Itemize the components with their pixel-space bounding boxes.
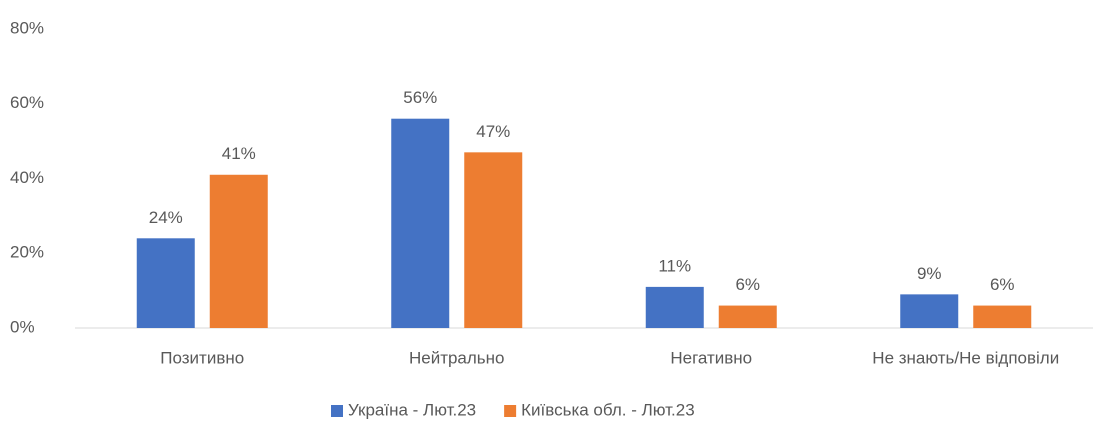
bar [391, 118, 450, 328]
legend-swatch [504, 405, 517, 417]
data-label: 47% [476, 122, 510, 141]
bar [973, 305, 1032, 328]
legend-swatch [331, 405, 343, 417]
x-tick-label: Нейтрально [409, 348, 505, 367]
data-label: 41% [222, 144, 256, 163]
legend-label: Київська обл. - Лют.23 [521, 400, 695, 419]
bar [464, 152, 523, 328]
bar [136, 238, 195, 328]
data-label: 6% [735, 275, 760, 294]
data-label: 24% [149, 208, 183, 227]
x-tick-label: Негативно [670, 348, 752, 367]
x-tick-label: Не знають/Не відповіли [872, 348, 1059, 367]
data-label: 6% [990, 275, 1015, 294]
bar [900, 294, 959, 328]
data-label: 9% [917, 264, 942, 283]
bar [645, 286, 704, 328]
bar [718, 305, 777, 328]
y-tick-label: 20% [10, 243, 44, 262]
data-label: 56% [403, 88, 437, 107]
y-tick-label: 80% [10, 18, 44, 37]
data-label: 11% [658, 256, 691, 275]
bar [209, 174, 268, 328]
x-tick-label: Позитивно [160, 348, 244, 367]
y-tick-label: 60% [10, 93, 44, 112]
y-tick-label: 0% [10, 317, 35, 336]
legend-label: Україна - Лют.23 [348, 400, 476, 419]
y-tick-label: 40% [10, 168, 44, 187]
